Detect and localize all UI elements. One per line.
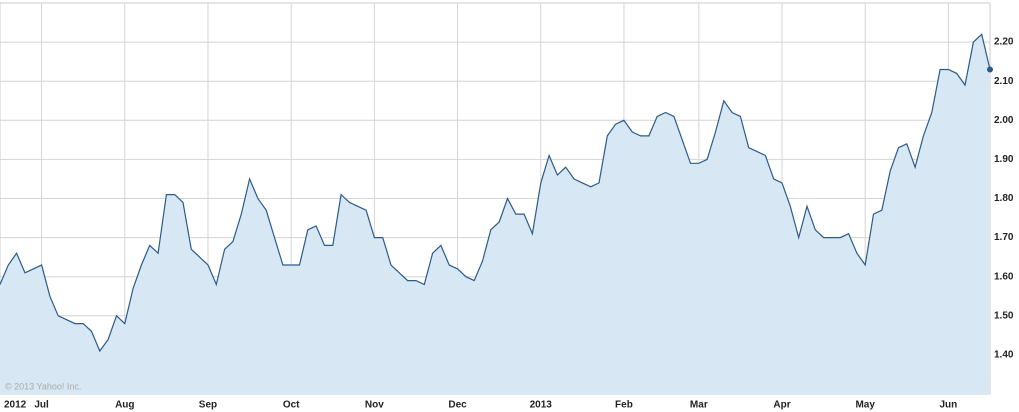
area — [0, 34, 990, 395]
x-tick-label: Jul — [34, 400, 49, 411]
x-tick-label: Feb — [615, 400, 633, 411]
y-tick-label: 1.70 — [994, 232, 1014, 243]
copyright: © 2013 Yahoo! Inc. — [5, 381, 81, 391]
last-point — [987, 66, 993, 73]
y-tick-label: 1.60 — [994, 271, 1014, 282]
x-tick-label: Jun — [940, 400, 958, 411]
y-tick-label: 2.20 — [994, 37, 1014, 48]
year-label: 2012 — [4, 400, 27, 411]
y-tick-label: 1.80 — [994, 193, 1014, 204]
x-tick-label: Sep — [199, 400, 217, 411]
x-tick-label: Mar — [690, 400, 708, 411]
y-tick-label: 2.10 — [994, 76, 1014, 87]
x-tick-label: Dec — [448, 400, 467, 411]
x-tick-label: May — [855, 400, 875, 411]
y-tick-label: 1.50 — [994, 310, 1014, 321]
x-tick-label: Apr — [773, 400, 790, 411]
y-tick-label: 1.40 — [994, 350, 1014, 361]
y-tick-label: 1.90 — [994, 154, 1014, 165]
y-tick-label: 2.00 — [994, 115, 1014, 126]
x-tick-label: Nov — [365, 400, 384, 411]
x-tick-label: Oct — [283, 400, 300, 411]
line — [0, 33, 991, 353]
x-tick-label: 2013 — [530, 400, 553, 411]
x-tick-label: Aug — [115, 400, 134, 411]
